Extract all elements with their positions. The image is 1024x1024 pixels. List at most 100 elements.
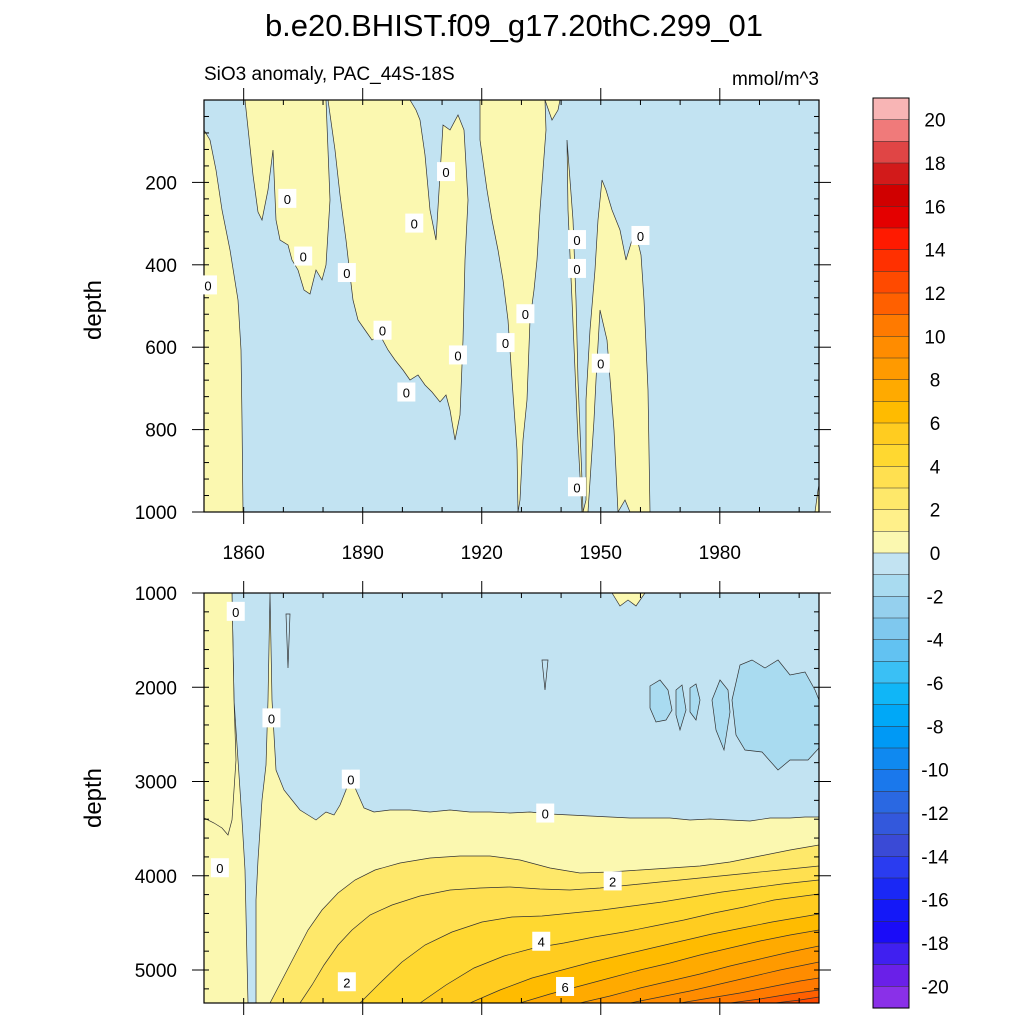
contour-label-bg bbox=[532, 931, 551, 951]
colorbar-swatch bbox=[872, 747, 910, 771]
contour-label-text: 0 bbox=[284, 192, 291, 207]
contour-label: 0 bbox=[536, 803, 555, 823]
colorbar-swatch bbox=[872, 986, 910, 1009]
contour-label-text: 0 bbox=[573, 480, 580, 495]
contour-label: 0 bbox=[226, 601, 245, 621]
lower-negative-region bbox=[231, 593, 819, 1003]
upper-y-axis-label: depth bbox=[80, 280, 107, 340]
colorbar-swatch bbox=[872, 899, 910, 922]
contour-label-text: 0 bbox=[343, 266, 350, 281]
contour-label: 0 bbox=[405, 213, 424, 233]
contour-label-text: 0 bbox=[573, 262, 580, 277]
chart-title: b.e20.BHIST.f09_g17.20thC.299_01 bbox=[265, 8, 763, 43]
colorbar-label: 0 bbox=[930, 544, 941, 565]
contour-label: 0 bbox=[337, 263, 356, 283]
colorbar-label: 2 bbox=[930, 501, 941, 522]
contour-label: 0 bbox=[631, 225, 650, 245]
contour-label: 0 bbox=[437, 162, 456, 182]
y-tick-label: 2000 bbox=[135, 678, 177, 699]
colorbar-swatch bbox=[872, 704, 910, 727]
lower-panel: 1000 2000 3000 4000 5000 0 0 0 0 0 2 4 2 6 depth bbox=[80, 581, 831, 1015]
contour-label-text: 0 bbox=[204, 278, 211, 293]
contour-label: 2 bbox=[337, 972, 356, 992]
contour-label: 0 bbox=[591, 353, 610, 373]
colorbar-swatch bbox=[872, 314, 910, 337]
y-tick-label: 5000 bbox=[135, 961, 177, 982]
x-tick-label: 1920 bbox=[461, 543, 503, 564]
colorbar-swatch bbox=[872, 97, 910, 121]
contour-label-text: 4 bbox=[538, 935, 545, 950]
contour-label: 0 bbox=[373, 320, 392, 340]
colorbar-swatch bbox=[872, 964, 910, 987]
y-tick-label: 400 bbox=[145, 256, 177, 277]
contour-label-text: 0 bbox=[454, 348, 461, 363]
contour-label-bg bbox=[198, 275, 217, 295]
contour-label-bg bbox=[556, 976, 575, 996]
contour-label-text: 0 bbox=[637, 229, 644, 244]
contour-label-bg bbox=[496, 333, 515, 353]
contour-label-text: 0 bbox=[597, 357, 604, 372]
colorbar-frame bbox=[872, 97, 910, 1009]
contour-label-bg bbox=[341, 769, 360, 789]
y-tick-label: 800 bbox=[145, 421, 177, 442]
colorbar-swatch bbox=[872, 292, 910, 316]
colorbar-swatch bbox=[872, 141, 910, 164]
contour-label: 0 bbox=[567, 230, 586, 250]
lower-contour-glitch bbox=[285, 613, 291, 669]
contour-label-text: 0 bbox=[411, 217, 418, 232]
colorbar-label: -2 bbox=[927, 587, 944, 608]
lower-neg2-region bbox=[649, 659, 819, 771]
contour-label-bg bbox=[631, 225, 650, 245]
colorbar-swatch bbox=[872, 422, 910, 446]
contour-label-text: 2 bbox=[343, 975, 350, 990]
contour-label-bg bbox=[448, 345, 467, 365]
colorbar-label: -8 bbox=[927, 717, 944, 738]
positive-region bbox=[327, 100, 469, 441]
colorbar-swatch bbox=[872, 444, 910, 467]
contour-label-bg bbox=[294, 246, 313, 266]
x-tick-label: 1890 bbox=[342, 543, 384, 564]
colorbar-swatch bbox=[872, 942, 910, 966]
colorbar-swatch bbox=[872, 834, 910, 857]
colorbar-swatch bbox=[872, 877, 910, 901]
contour-label-bg bbox=[373, 320, 392, 340]
chart-subtitle: SiO3 anomaly, PAC_44S-18S bbox=[204, 64, 455, 85]
contour-label-text: 0 bbox=[300, 250, 307, 265]
colorbar-label: -18 bbox=[921, 934, 948, 955]
contour-label: 2 bbox=[603, 871, 622, 891]
colorbar: 20181614121086420-2-4-6-8-10-12-14-16-18… bbox=[872, 97, 949, 1009]
contour-label: 0 bbox=[448, 345, 467, 365]
contour-label-text: 0 bbox=[347, 773, 354, 788]
contour-label-bg bbox=[437, 162, 456, 182]
contour-label-text: 0 bbox=[502, 336, 509, 351]
contour-label: 4 bbox=[532, 931, 551, 951]
colorbar-swatch bbox=[872, 509, 910, 532]
positive-region bbox=[204, 129, 244, 512]
colorbar-swatch bbox=[872, 119, 910, 142]
contour-label: 0 bbox=[294, 246, 313, 266]
lower-plot-frame bbox=[203, 592, 820, 1004]
colorbar-swatch bbox=[872, 184, 910, 207]
y-tick-label: 600 bbox=[145, 338, 177, 359]
contour-label: 0 bbox=[278, 188, 297, 208]
colorbar-label: -10 bbox=[921, 761, 948, 782]
contour-label: 0 bbox=[210, 858, 229, 878]
colorbar-label: -4 bbox=[927, 631, 944, 652]
contour-label: 0 bbox=[198, 275, 217, 295]
contour-label-bg bbox=[226, 601, 245, 621]
contour-label-bg bbox=[210, 858, 229, 878]
lower-contour-labels: 0 0 0 0 0 2 4 2 6 bbox=[210, 601, 622, 996]
y-tick-label: 4000 bbox=[135, 867, 177, 888]
colorbar-swatch bbox=[872, 466, 910, 489]
contour-label-text: 0 bbox=[216, 861, 223, 876]
colorbar-label: 10 bbox=[924, 327, 945, 348]
colorbar-swatch bbox=[872, 357, 910, 381]
y-tick-label: 1000 bbox=[135, 503, 177, 524]
colorbar-label: 6 bbox=[930, 414, 941, 435]
contour-label-bg bbox=[603, 871, 622, 891]
positive-layer-11 bbox=[774, 996, 819, 1003]
lower-y-axis-label: depth bbox=[80, 768, 107, 828]
